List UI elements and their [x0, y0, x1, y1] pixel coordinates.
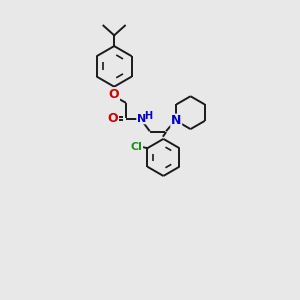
- Text: Cl: Cl: [131, 142, 142, 152]
- Text: N: N: [171, 114, 181, 128]
- Text: O: O: [108, 112, 118, 125]
- Text: N: N: [137, 114, 146, 124]
- Text: O: O: [109, 88, 119, 101]
- Text: N: N: [171, 114, 181, 128]
- Text: H: H: [144, 111, 152, 121]
